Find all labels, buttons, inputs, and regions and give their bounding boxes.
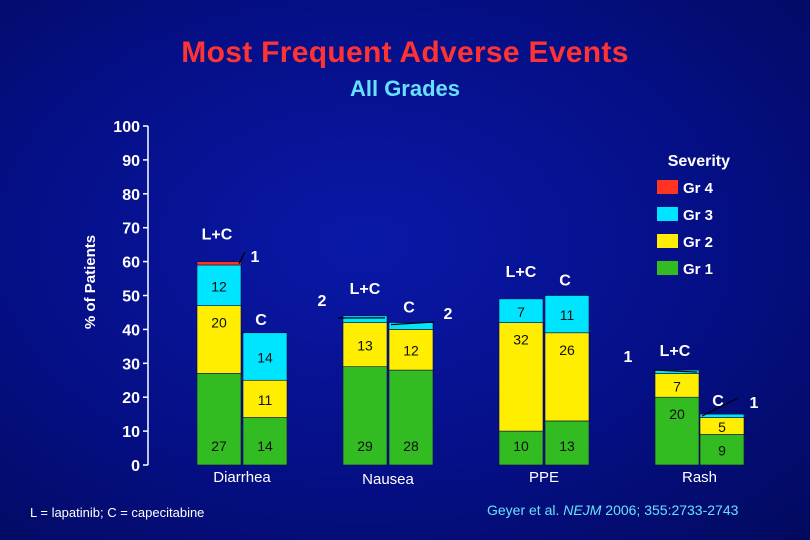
callout-label: 1 <box>624 349 633 366</box>
data-label: 14 <box>257 438 273 454</box>
data-label: 28 <box>403 438 419 454</box>
data-label: 32 <box>513 332 529 348</box>
data-label: 12 <box>211 278 227 294</box>
bar-segment-diarrhea-grade4 <box>196 261 242 266</box>
bar-segment-rash-grade1 <box>654 396 700 466</box>
bar-segment-ppe-grade3 <box>498 298 544 323</box>
y-tick-label: 40 <box>122 322 140 339</box>
bar-segment-rash-grade3 <box>654 369 700 374</box>
y-tick-label: 60 <box>122 255 140 272</box>
y-tick-label: 70 <box>122 221 140 238</box>
y-tick-label: 30 <box>122 356 140 373</box>
y-tick-label: 0 <box>131 458 140 475</box>
data-label: 13 <box>559 438 575 454</box>
bar-segment-nausea-grade2 <box>342 322 388 367</box>
data-label: 11 <box>560 307 575 323</box>
bar-segment-rash-grade1 <box>699 434 745 466</box>
data-label: 12 <box>403 343 419 359</box>
arm-label: C <box>255 312 267 329</box>
data-label: 9 <box>718 443 726 459</box>
legend-title: Severity <box>668 153 730 170</box>
legend-label: Gr 4 <box>683 180 714 197</box>
arm-label: C <box>559 273 571 290</box>
data-label: 7 <box>517 304 525 320</box>
callout-line <box>390 321 435 326</box>
arm-label: L+C <box>202 227 233 244</box>
data-label: 10 <box>513 438 529 454</box>
arm-label: L+C <box>350 281 381 298</box>
category-label: Nausea <box>362 471 414 488</box>
legend-label: Gr 2 <box>683 234 713 251</box>
data-label: 27 <box>211 438 227 454</box>
bar-segment-diarrhea-grade1 <box>242 417 288 466</box>
callout-label: 2 <box>318 293 327 310</box>
data-label: 7 <box>673 378 681 394</box>
data-label: 11 <box>258 392 273 408</box>
bar-segment-ppe-grade1 <box>498 430 544 466</box>
citation: Geyer et al. NEJM 2006; 355:2733-2743 <box>487 502 738 518</box>
y-tick-label: 10 <box>122 424 140 441</box>
bar-segment-nausea-grade2 <box>388 329 434 371</box>
callout-label: 1 <box>750 395 759 412</box>
legend-label: Gr 3 <box>683 207 713 224</box>
y-tick-label: 80 <box>122 187 140 204</box>
bar-segment-diarrhea-grade3 <box>242 332 288 381</box>
data-label: 14 <box>257 350 273 366</box>
data-label: 26 <box>559 342 575 358</box>
data-label: 13 <box>357 338 373 354</box>
citation-authors: Geyer et al. <box>487 502 564 518</box>
chart-title: Most Frequent Adverse Events <box>181 36 629 69</box>
callout-line <box>653 369 698 373</box>
bar-segment-nausea-grade3 <box>388 322 434 330</box>
legend-label: Gr 1 <box>683 261 713 278</box>
bar-segment-nausea-grade1 <box>388 369 434 466</box>
citation-details: 2006; 355:2733-2743 <box>601 502 739 518</box>
data-label: 20 <box>211 315 227 331</box>
y-tick-label: 90 <box>122 153 140 170</box>
arm-label: C <box>403 300 415 317</box>
bar-segment-diarrhea-grade2 <box>242 379 288 418</box>
legend-swatch <box>657 234 678 248</box>
callout-label: 2 <box>444 306 453 323</box>
y-axis-label: % of Patients <box>82 235 99 329</box>
category-label: Diarrhea <box>213 469 271 486</box>
bar-segment-ppe-grade2 <box>498 322 544 432</box>
arm-label: L+C <box>506 264 537 281</box>
bar-segment-ppe-grade2 <box>544 332 590 422</box>
callout-line <box>701 397 739 417</box>
callout-line <box>238 251 246 264</box>
legend-swatch <box>657 261 678 275</box>
y-tick-label: 50 <box>122 289 140 306</box>
abbreviation-footnote: L = lapatinib; C = capecitabine <box>30 505 205 520</box>
y-tick-label: 100 <box>113 119 140 136</box>
bar-segment-rash-grade3 <box>699 413 745 418</box>
bar-segment-nausea-grade1 <box>342 366 388 466</box>
legend-swatch <box>657 207 678 221</box>
data-label: 29 <box>357 438 373 454</box>
citation-journal: NEJM <box>563 502 602 518</box>
chart-subtitle: All Grades <box>349 76 461 101</box>
bar-segment-nausea-grade3 <box>342 315 388 323</box>
category-label: Rash <box>682 469 717 486</box>
legend-swatch <box>657 180 678 194</box>
data-label: 20 <box>669 406 685 422</box>
category-label: PPE <box>529 469 559 486</box>
bar-segment-ppe-grade1 <box>544 420 590 466</box>
bar-segment-ppe-grade3 <box>544 295 590 334</box>
callout-label: 1 <box>251 249 260 266</box>
data-label: 5 <box>718 419 726 435</box>
arm-label: L+C <box>660 343 691 360</box>
y-tick-label: 20 <box>122 390 140 407</box>
